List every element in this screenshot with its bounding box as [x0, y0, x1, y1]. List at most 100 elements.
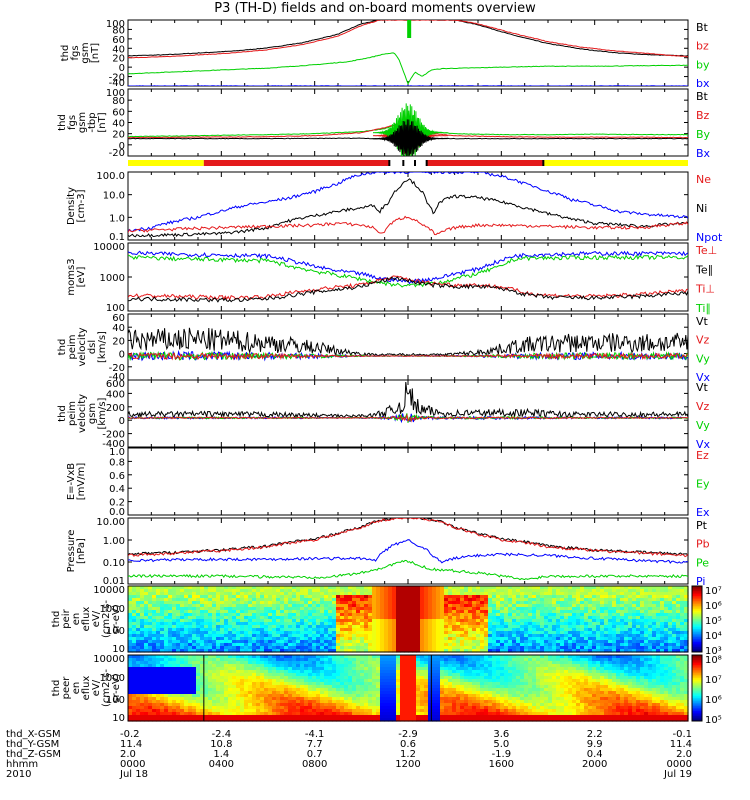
heatmap-cell [200, 685, 205, 689]
heatmap-cell [288, 667, 293, 671]
heatmap-cell [616, 604, 621, 608]
heatmap-cell [636, 622, 641, 626]
y-axis-label: velocity [77, 394, 88, 433]
heatmap-cell [248, 619, 253, 623]
heatmap-cell [144, 589, 149, 593]
heatmap-cell [132, 709, 137, 713]
heatmap-cell [288, 610, 293, 614]
heatmap-cell [196, 682, 201, 686]
heatmap-cell [180, 592, 185, 596]
heatmap-cell [528, 628, 533, 632]
heatmap-cell [656, 628, 661, 632]
heatmap-cell [188, 655, 193, 659]
heatmap-cell [240, 634, 245, 638]
heatmap-cell [220, 628, 225, 632]
heatmap-cell [136, 598, 141, 602]
heatmap-cell [292, 688, 297, 692]
heatmap-cell [224, 637, 229, 641]
heatmap-cell [336, 625, 341, 629]
heatmap-cell [468, 601, 473, 605]
heatmap-cell [184, 700, 189, 704]
heatmap-cell [544, 601, 549, 605]
heatmap-cell [128, 649, 133, 653]
y-tick-label: 100 [106, 695, 125, 706]
heatmap-cell [220, 607, 225, 611]
colorbar-step [692, 625, 702, 628]
heatmap-cell [360, 640, 365, 644]
heatmap-cell [520, 622, 525, 626]
heatmap-cell [428, 613, 433, 617]
heatmap-cell [148, 706, 153, 710]
heatmap-cell [196, 700, 201, 704]
heatmap-cell [588, 586, 593, 590]
heatmap-cell [396, 613, 401, 617]
heatmap-cell [268, 619, 273, 623]
heatmap-cell [208, 691, 213, 695]
heatmap-cell [636, 616, 641, 620]
colorbar-label: 10⁵ [705, 616, 722, 627]
heatmap-cell [128, 610, 133, 614]
heatmap-cell [372, 637, 377, 641]
legend-entry: Vx [696, 438, 711, 451]
heatmap-cell [188, 718, 193, 722]
heatmap-cell [364, 646, 369, 650]
heatmap-cell [392, 592, 397, 596]
heatmap-cell [548, 637, 553, 641]
heatmap-cell [428, 595, 433, 599]
heatmap-cell [416, 613, 421, 617]
heatmap-cell [396, 634, 401, 638]
y-tick-label: 60 [112, 313, 125, 324]
heatmap-cell [520, 613, 525, 617]
heatmap-cell [172, 703, 177, 707]
heatmap-cell [596, 595, 601, 599]
heatmap-cell [500, 610, 505, 614]
heatmap-cell [628, 613, 633, 617]
heatmap-cell [232, 667, 237, 671]
heatmap-cell [420, 628, 425, 632]
heatmap-cell [140, 643, 145, 647]
heatmap-cell [500, 616, 505, 620]
heatmap-cell [412, 622, 417, 626]
heatmap-cell [312, 601, 317, 605]
figure-title: P3 (TH-D) fields and on-board moments ov… [214, 1, 536, 16]
heatmap-cell [184, 607, 189, 611]
heatmap-cell [296, 595, 301, 599]
heatmap-cell [480, 613, 485, 617]
heatmap-cell [180, 664, 185, 668]
heatmap-cell [200, 628, 205, 632]
colorbar-step [692, 640, 702, 643]
heatmap-cell [612, 622, 617, 626]
heatmap-cell [440, 586, 445, 590]
heatmap-cell [216, 670, 221, 674]
heatmap-cell [148, 610, 153, 614]
heatmap-cell [580, 601, 585, 605]
heatmap-cell [592, 595, 597, 599]
heatmap-cell [268, 613, 273, 617]
heatmap-cell [596, 604, 601, 608]
heatmap-cell [224, 700, 229, 704]
heatmap-cell [648, 643, 653, 647]
heatmap-cell [460, 604, 465, 608]
heatmap-cell [172, 715, 177, 719]
heatmap-cell [220, 592, 225, 596]
heatmap-cell [232, 661, 237, 665]
heatmap-cell [676, 601, 681, 605]
heatmap-cell [248, 655, 253, 659]
heatmap-cell [328, 619, 333, 623]
heatmap-cell [172, 646, 177, 650]
heatmap-cell [280, 592, 285, 596]
heatmap-cell [308, 640, 313, 644]
heatmap-cell [160, 604, 165, 608]
heatmap-cell [408, 589, 413, 593]
heatmap-cell [384, 610, 389, 614]
heatmap-cell [164, 622, 169, 626]
heatmap-cell [136, 625, 141, 629]
heatmap-cell [252, 691, 257, 695]
heatmap-cell [368, 634, 373, 638]
heatmap-cell [680, 607, 685, 611]
colorbar-step [692, 595, 702, 599]
heatmap-cell [180, 685, 185, 689]
heatmap-cell [344, 637, 349, 641]
heatmap-cell [280, 643, 285, 647]
heatmap-cell [176, 616, 181, 620]
